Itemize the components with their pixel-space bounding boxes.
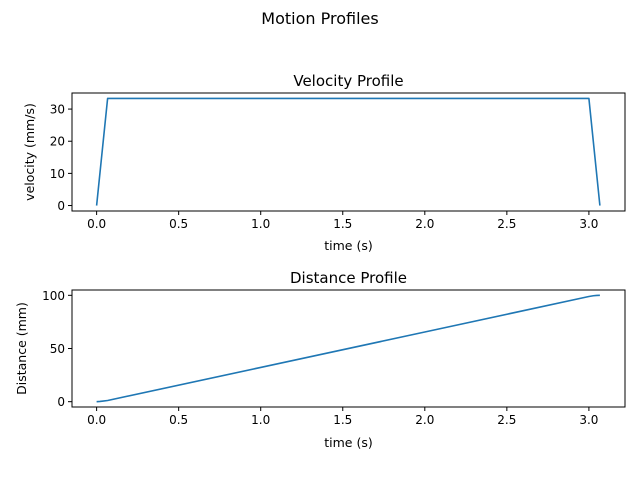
velocity-y-tick-label: 0 [57, 199, 65, 213]
velocity-y-tick-label: 30 [50, 103, 65, 117]
velocity-series-line [95, 97, 601, 206]
distance-y-tick-label: 0 [57, 395, 65, 409]
distance-series-line [96, 294, 600, 403]
velocity-y-tick-label: 10 [50, 167, 65, 181]
distance-y-tick-label: 100 [42, 289, 65, 303]
velocity-y-axis-label: velocity (mm/s) [22, 103, 37, 201]
velocity-x-tick-label: 1.5 [333, 217, 352, 231]
distance-x-tick-label: 2.5 [497, 413, 516, 427]
velocity-x-tick-label: 0.5 [169, 217, 188, 231]
velocity-x-axis-label: time (s) [324, 238, 372, 253]
velocity-x-tick-label: 1.0 [251, 217, 270, 231]
distance-y-tick-label: 50 [50, 342, 65, 356]
figure-suptitle: Motion Profiles [261, 9, 378, 28]
distance-x-tick-label: 1.0 [251, 413, 270, 427]
velocity-x-tick-label: 3.0 [579, 217, 598, 231]
velocity-chart-title: Velocity Profile [293, 72, 403, 90]
distance-x-tick-label: 0.0 [87, 413, 106, 427]
distance-y-axis-label: Distance (mm) [14, 302, 29, 395]
velocity-x-tick-label: 0.0 [87, 217, 106, 231]
distance-x-tick-label: 2.0 [415, 413, 434, 427]
distance-x-tick-label: 1.5 [333, 413, 352, 427]
distance-chart-title: Distance Profile [290, 269, 407, 287]
velocity-y-tick-label: 20 [50, 135, 65, 149]
distance-x-tick-label: 0.5 [169, 413, 188, 427]
velocity-x-tick-label: 2.0 [415, 217, 434, 231]
distance-x-tick-label: 3.0 [579, 413, 598, 427]
distance-x-axis-label: time (s) [324, 435, 372, 450]
velocity-axes-frame [71, 92, 626, 212]
velocity-x-tick-label: 2.5 [497, 217, 516, 231]
